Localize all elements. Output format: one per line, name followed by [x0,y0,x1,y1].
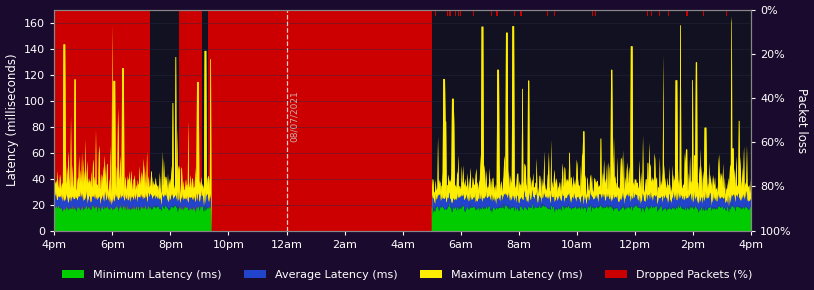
Bar [208,10,431,231]
Y-axis label: Latency (milliseconds): Latency (milliseconds) [6,54,19,186]
Bar [55,10,150,231]
Text: 08/07/2021: 08/07/2021 [290,90,299,142]
Y-axis label: Packet loss: Packet loss [795,88,808,153]
Bar [179,10,203,231]
Legend: Minimum Latency (ms), Average Latency (ms), Maximum Latency (ms), Dropped Packet: Minimum Latency (ms), Average Latency (m… [57,266,757,284]
